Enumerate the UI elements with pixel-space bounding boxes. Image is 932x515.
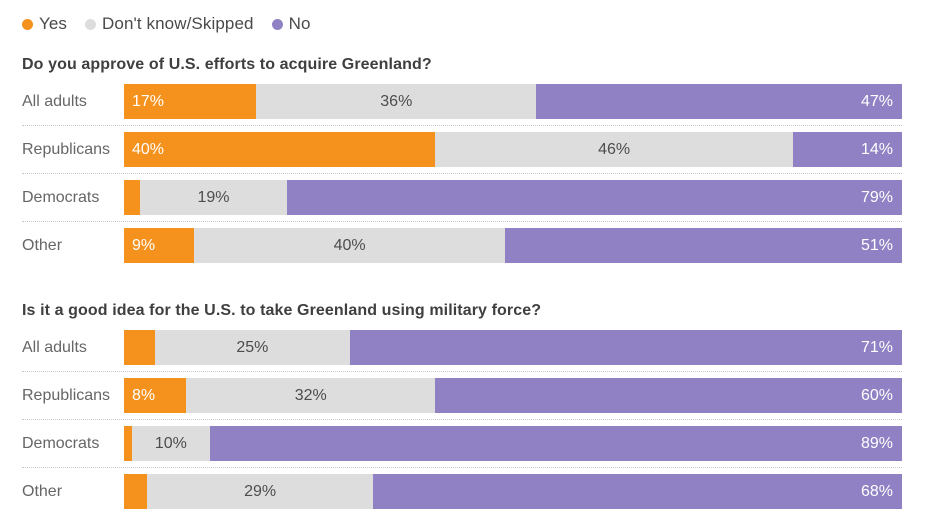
chart-row: Republicans 40% 46% 14% (22, 126, 902, 174)
value-label: 46% (598, 140, 631, 158)
legend-item-yes: Yes (22, 14, 67, 34)
category-label: All adults (22, 92, 87, 110)
chart-row: All adults 25% 71% (22, 324, 902, 372)
bar-segment-yes: 40% (124, 132, 436, 167)
chart-row: Republicans 8% 32% 60% (22, 372, 902, 420)
bar-segment-dont_know: 40% (194, 228, 506, 263)
legend-item-dont-know: Don't know/Skipped (85, 14, 254, 34)
value-label: 19% (197, 188, 230, 206)
value-label: 14% (860, 140, 893, 158)
category-label: Democrats (22, 188, 100, 206)
legend: Yes Don't know/Skipped No (22, 14, 902, 34)
value-label: 40% (333, 236, 366, 254)
chart-title-approve: Do you approve of U.S. efforts to acquir… (22, 56, 432, 73)
value-label: 29% (244, 482, 277, 500)
stacked-bar: 40% 46% 14% (124, 132, 902, 167)
bar-segment-no: 14% (793, 132, 902, 167)
chart-row: Other 9% 40% 51% (22, 222, 902, 269)
value-label: 25% (236, 338, 269, 356)
category-label: Other (22, 236, 63, 254)
stacked-bar: 29% 68% (124, 474, 902, 509)
yes-dot-icon (22, 18, 33, 30)
stacked-bar: 9% 40% 51% (124, 228, 902, 263)
no-dot-icon (271, 18, 283, 30)
stacked-bar: 17% 36% 47% (124, 84, 902, 119)
category-label: All adults (22, 338, 87, 356)
value-label: 60% (860, 386, 893, 404)
bar-segment-dont_know: 10% (132, 426, 210, 461)
legend-label-yes: Yes (39, 14, 68, 33)
chart-title-military: Is it a good idea for the U.S. to take G… (22, 302, 542, 319)
legend-item-no: No (271, 14, 311, 34)
value-label: 71% (860, 338, 893, 356)
legend-label-no: No (288, 14, 311, 33)
bar-segment-no: 79% (287, 180, 902, 215)
category-label: Republicans (22, 386, 111, 404)
value-label: 79% (860, 188, 893, 206)
bar-segment-no: 51% (505, 228, 902, 263)
category-label: Other (22, 482, 63, 500)
bar-segment-dont_know: 32% (186, 378, 436, 413)
bar-segment-dont_know: 29% (147, 474, 373, 509)
bar-segment-yes: 17% (124, 84, 257, 119)
value-label: 10% (154, 434, 187, 452)
bar-segment-no: 71% (349, 330, 902, 365)
chart-rows-approve: All adults 17% 36% 47% Republicans 40% 46% 14% D… (22, 78, 902, 269)
chart-row: All adults 17% 36% 47% (22, 78, 902, 126)
bar-segment-yes (124, 474, 148, 509)
chart-row: Democrats 19% 79% (22, 174, 902, 222)
bar-segment-no: 60% (435, 378, 902, 413)
dont-know-dot-icon (85, 18, 97, 30)
bar-segment-no: 68% (372, 474, 902, 509)
bar-segment-yes (124, 330, 156, 365)
bar-segment-dont_know: 19% (139, 180, 288, 215)
stacked-bar: 25% 71% (124, 330, 902, 365)
value-label: 17% (132, 92, 165, 110)
bar-segment-yes: 9% (124, 228, 195, 263)
chart-row: Democrats 10% 89% (22, 420, 902, 468)
bar-segment-yes: 8% (124, 378, 187, 413)
stacked-bar: 19% 79% (124, 180, 902, 215)
value-label: 32% (294, 386, 327, 404)
value-label: 40% (132, 140, 165, 158)
bar-segment-yes (124, 180, 140, 215)
value-label: 51% (860, 236, 893, 254)
value-label: 8% (132, 386, 156, 404)
bar-segment-no: 47% (536, 84, 902, 119)
category-label: Republicans (22, 140, 111, 158)
bar-segment-no: 89% (209, 426, 902, 461)
chart-row: Other 29% 68% (22, 468, 902, 515)
chart-rows-military: All adults 25% 71% Republicans 8% 32% 60% Democ… (22, 324, 902, 515)
stacked-bar: 8% 32% 60% (124, 378, 902, 413)
value-label: 9% (132, 236, 156, 254)
value-label: 89% (860, 434, 893, 452)
bar-segment-dont_know: 25% (155, 330, 350, 365)
value-label: 47% (860, 92, 893, 110)
stacked-bar: 10% 89% (124, 426, 902, 461)
legend-label-dont-know: Don't know/Skipped (102, 14, 254, 33)
value-label: 36% (380, 92, 413, 110)
category-label: Democrats (22, 434, 100, 452)
bar-segment-dont_know: 36% (256, 84, 537, 119)
bar-segment-dont_know: 46% (435, 132, 794, 167)
bar-segment-yes (124, 426, 132, 461)
value-label: 68% (860, 482, 893, 500)
